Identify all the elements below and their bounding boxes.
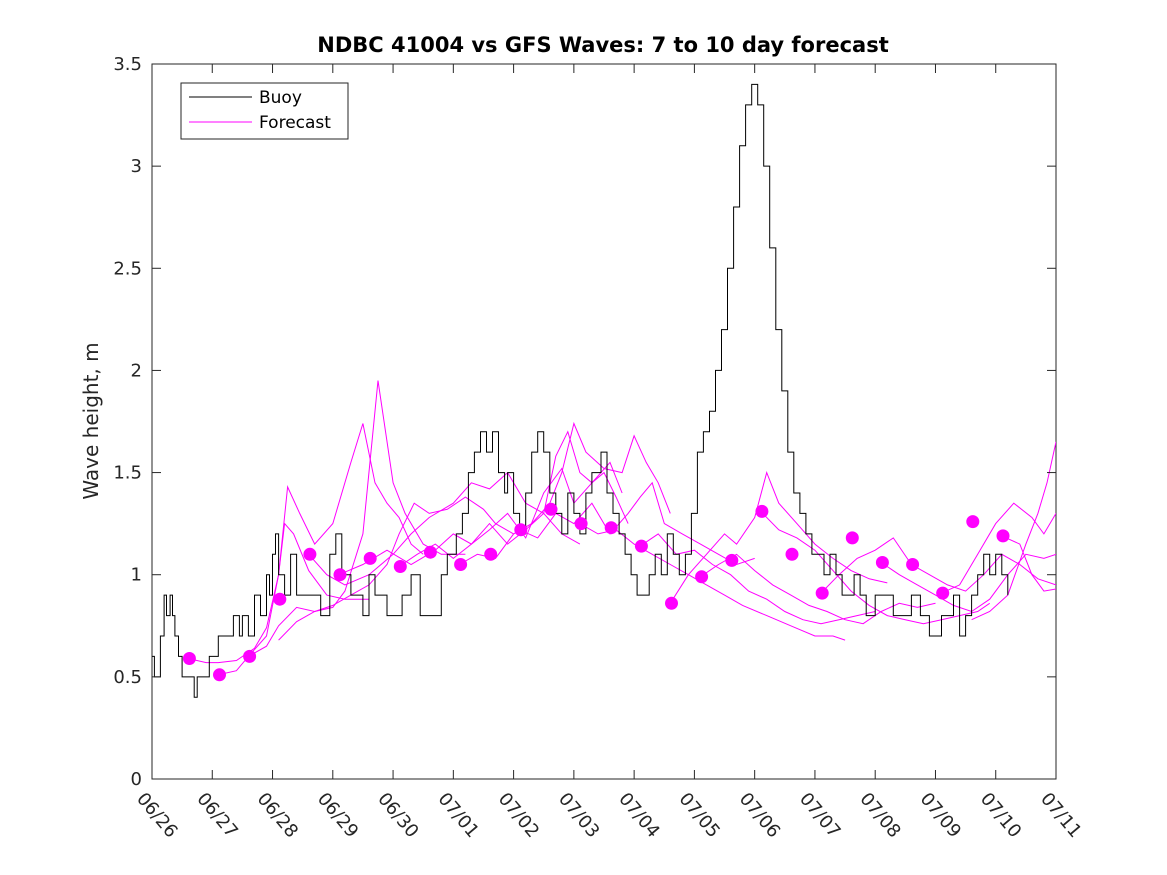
plot-area (151, 63, 1057, 780)
forecast-series-line (248, 380, 466, 657)
forecast-point-marker (574, 517, 588, 531)
forecast-point-marker (243, 649, 257, 663)
forecast-series-line (338, 461, 623, 576)
forecast-point-marker (785, 547, 799, 561)
y-tick-label: 0.5 (113, 667, 142, 688)
forecast-point-marker (273, 592, 287, 606)
forecast-point-marker (333, 568, 347, 582)
forecast-point-marker (695, 570, 709, 584)
forecast-series-line (941, 502, 1056, 594)
forecast-point-marker (454, 558, 468, 571)
forecast-point-marker (936, 586, 950, 600)
forecast-series-line (639, 533, 876, 625)
legend-forecast-label: Forecast (259, 113, 331, 133)
plot-content (152, 83, 1056, 698)
forecast-series-line (308, 471, 581, 586)
legend-buoy-label: Buoy (259, 88, 302, 108)
forecast-series-line (398, 430, 629, 567)
y-tick-label: 1 (131, 565, 142, 586)
forecast-series-line (700, 553, 936, 625)
forecast-series-line (579, 523, 846, 641)
forecast-point-marker (514, 523, 528, 537)
forecast-point-marker (725, 553, 739, 567)
forecast-point-marker (363, 551, 377, 565)
forecast-point-marker (845, 531, 859, 545)
forecast-point-marker (213, 668, 226, 682)
forecast-point-marker (303, 547, 317, 561)
legend: Buoy Forecast (180, 82, 349, 140)
forecast-point-marker (182, 652, 196, 665)
y-tick-label: 1.5 (113, 463, 142, 484)
forecast-point-marker (393, 560, 407, 573)
y-axis-label: Wave height, m (79, 342, 103, 499)
forecast-series-line (820, 537, 1056, 594)
forecast-point-marker (875, 556, 889, 569)
y-tick-label: 2.5 (113, 258, 142, 279)
forecast-series-line (669, 471, 888, 604)
forecast-point-marker (665, 596, 678, 610)
forecast-point-marker (755, 504, 769, 518)
forecast-point-marker (906, 558, 920, 571)
forecast-series-line (218, 423, 424, 676)
forecast-series-line (459, 421, 671, 565)
forecast-series-line (971, 441, 1056, 621)
forecast-point-marker (634, 539, 648, 553)
forecast-point-marker (996, 529, 1010, 543)
buoy-series-line (152, 83, 1009, 698)
y-tick-label: 3.5 (113, 54, 142, 75)
forecast-point-marker (815, 586, 829, 600)
forecast-point-marker (966, 515, 980, 529)
forecast-series-line (760, 511, 990, 625)
forecast-point-marker (423, 545, 437, 559)
forecast-point-marker (544, 502, 558, 516)
y-tick-label: 0 (131, 769, 142, 790)
y-tick-label: 3 (131, 156, 142, 177)
forecast-point-marker (604, 521, 618, 535)
forecast-point-marker (484, 547, 498, 561)
forecast-series-line (1001, 535, 1056, 592)
y-tick-label: 2 (131, 360, 142, 381)
chart-title: NDBC 41004 vs GFS Waves: 7 to 10 day for… (317, 33, 888, 57)
legend-box (180, 82, 349, 140)
